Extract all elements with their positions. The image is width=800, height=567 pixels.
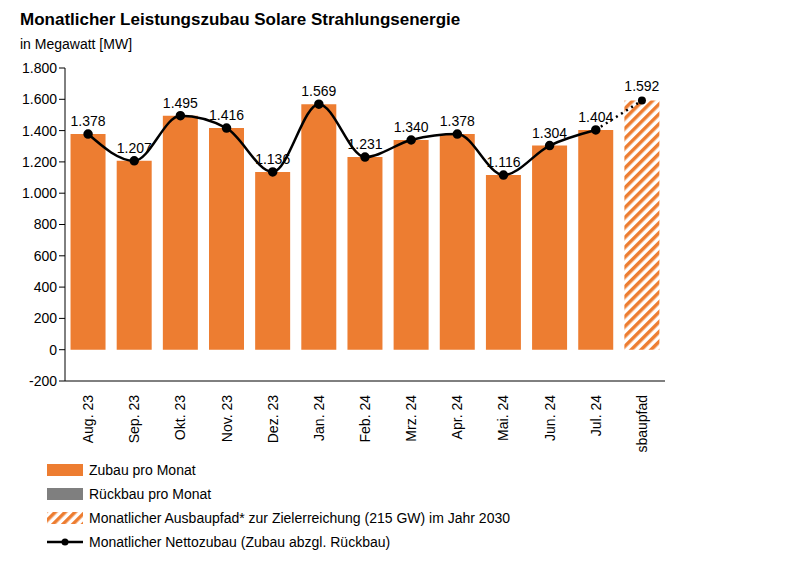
svg-text:1.416: 1.416 xyxy=(209,107,244,123)
svg-text:1.304: 1.304 xyxy=(532,125,567,141)
html-text:Zubau pro Monat: Zubau pro Monat xyxy=(89,462,196,478)
svg-text:1.800: 1.800 xyxy=(22,60,57,76)
svg-text:Apr. 24: Apr. 24 xyxy=(449,395,465,440)
svg-text:1.600: 1.600 xyxy=(22,91,57,107)
svg-text:Mrz. 24: Mrz. 24 xyxy=(403,395,419,442)
svg-text:Nov. 23: Nov. 23 xyxy=(219,395,235,442)
svg-text:1.340: 1.340 xyxy=(394,119,429,135)
svg-text:Sep. 23: Sep. 23 xyxy=(126,395,142,443)
svg-text:1.378: 1.378 xyxy=(71,113,106,129)
svg-text:1.592: 1.592 xyxy=(624,78,659,94)
svg-text:1.000: 1.000 xyxy=(22,185,57,201)
svg-text:400: 400 xyxy=(34,279,58,295)
svg-text:-200: -200 xyxy=(29,373,57,389)
html-text:Rückbau pro Monat: Rückbau pro Monat xyxy=(89,486,212,502)
svg-text:Aug. 23: Aug. 23 xyxy=(80,395,96,443)
html-text:in Megawatt [MW]: in Megawatt [MW] xyxy=(20,36,132,52)
svg-text:1.569: 1.569 xyxy=(301,83,336,99)
svg-text:1.136: 1.136 xyxy=(255,151,290,167)
svg-text:600: 600 xyxy=(34,248,58,264)
html-text:Monatlicher Nettozubau (Zubau: Monatlicher Nettozubau (Zubau abzgl. Rüc… xyxy=(89,534,391,550)
svg-text:1.200: 1.200 xyxy=(22,154,57,170)
html-text:Monatlicher Ausbaupfad* zur Zi: Monatlicher Ausbaupfad* zur Zielerreichu… xyxy=(89,510,510,526)
svg-text:Ausbaupfad: Ausbaupfad xyxy=(634,395,650,453)
svg-text:1.231: 1.231 xyxy=(347,136,382,152)
svg-text:Jun. 24: Jun. 24 xyxy=(542,395,558,441)
svg-text:1.116: 1.116 xyxy=(486,154,520,170)
svg-text:Okt. 23: Okt. 23 xyxy=(172,395,188,440)
svg-text:1.207: 1.207 xyxy=(117,140,152,156)
svg-text:Mai. 24: Mai. 24 xyxy=(495,395,511,441)
svg-text:1.495: 1.495 xyxy=(163,95,198,111)
svg-text:1.400: 1.400 xyxy=(22,123,57,139)
svg-text:Jan. 24: Jan. 24 xyxy=(311,395,327,441)
svg-text:1.404: 1.404 xyxy=(578,109,613,125)
svg-text:0: 0 xyxy=(49,342,57,358)
svg-text:1.378: 1.378 xyxy=(440,113,475,129)
svg-text:200: 200 xyxy=(34,310,58,326)
svg-text:Feb. 24: Feb. 24 xyxy=(357,395,373,443)
svg-text:Jul. 24: Jul. 24 xyxy=(588,395,604,436)
svg-text:800: 800 xyxy=(34,216,58,232)
html-text:Monatlicher Leistungszubau Sol: Monatlicher Leistungszubau Solare Strahl… xyxy=(20,10,461,29)
svg-text:Dez. 23: Dez. 23 xyxy=(265,395,281,443)
